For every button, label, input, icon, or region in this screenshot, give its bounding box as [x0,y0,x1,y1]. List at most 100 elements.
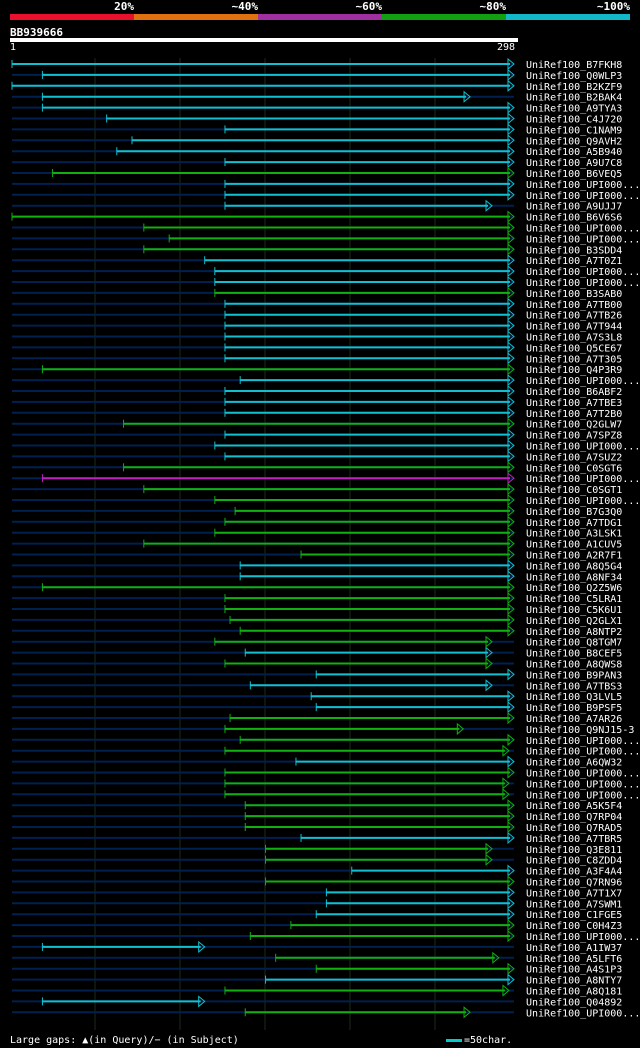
hit-label[interactable]: UniRef100_A8QWS8 [526,660,622,671]
hit-row[interactable]: UniRef100_A3F4A4 [12,864,622,878]
hit-row[interactable]: UniRef100_Q9NJ15-3 [12,722,634,736]
hit-label[interactable]: UniRef100_Q9AVH2 [526,136,622,147]
hit-label[interactable]: UniRef100_A4S1P3 [526,965,622,976]
hit-label[interactable]: UniRef100_A7TB26 [526,311,622,322]
hit-row[interactable]: UniRef100_A7TBS3 [12,679,622,692]
hit-row[interactable]: UniRef100_Q7RP04 [12,810,622,823]
hit-label[interactable]: UniRef100_Q8TGM7 [526,638,622,649]
hit-row[interactable]: UniRef100_B9PSF5 [12,701,622,714]
hit-row[interactable]: UniRef100_A8Q5G4 [12,559,622,572]
hit-label[interactable]: UniRef100_C1FGE5 [526,910,622,921]
hit-row[interactable]: UniRef100_A7T1X7 [12,886,622,899]
hit-label[interactable]: UniRef100_C0SGT6 [526,463,622,474]
hit-label[interactable]: UniRef100_A9UJJ7 [526,202,622,213]
hit-row[interactable]: UniRef100_Q3E811 [12,842,622,856]
hit-label[interactable]: UniRef100_A8Q181 [526,987,622,998]
hit-label[interactable]: UniRef100_B7FKH8 [526,60,622,71]
hit-row[interactable]: UniRef100_UPI000... [12,221,640,235]
hit-row[interactable]: UniRef100_UPI000... [12,439,640,453]
hit-label[interactable]: UniRef100_UPI000... [526,278,640,289]
hit-label[interactable]: UniRef100_B6ABF2 [526,387,622,398]
hit-row[interactable]: UniRef100_A8Q181 [12,984,622,998]
hit-label[interactable]: UniRef100_A7SPZ8 [526,431,622,442]
hit-label[interactable]: UniRef100_UPI000... [526,191,640,202]
hit-label[interactable]: UniRef100_B9PSF5 [526,703,622,714]
hit-row[interactable]: UniRef100_A7T0Z1 [12,254,622,267]
hit-label[interactable]: UniRef100_Q3E811 [526,845,622,856]
hit-label[interactable]: UniRef100_A6QW32 [526,758,622,769]
hit-label[interactable]: UniRef100_C0SGT1 [526,485,622,496]
hit-label[interactable]: UniRef100_A8NF34 [526,572,622,583]
hit-label[interactable]: UniRef100_B6VEQ5 [526,169,622,180]
hit-row[interactable]: UniRef100_UPI000... [12,188,640,202]
hit-row[interactable]: UniRef100_UPI000... [12,275,640,289]
hit-row[interactable]: UniRef100_Q2GLW7 [12,417,622,431]
hit-row[interactable]: UniRef100_A7T944 [12,319,622,333]
hit-row[interactable]: UniRef100_A7AR26 [12,711,622,725]
hit-label[interactable]: UniRef100_A1CUV5 [526,540,622,551]
hit-row[interactable]: UniRef100_UPI000... [12,177,640,191]
hit-row[interactable]: UniRef100_A7TB26 [12,308,622,322]
hit-row[interactable]: UniRef100_Q9AVH2 [12,134,622,147]
hit-row[interactable]: UniRef100_C8ZDD4 [12,853,622,867]
hit-row[interactable]: UniRef100_UPI000... [12,733,640,747]
hit-row[interactable]: UniRef100_B3SDD4 [12,243,622,256]
hit-row[interactable]: UniRef100_A7TBE3 [12,395,622,409]
hit-label[interactable]: UniRef100_UPI000... [526,474,640,485]
hit-label[interactable]: UniRef100_A7TBR5 [526,834,622,845]
hit-row[interactable]: UniRef100_A4S1P3 [12,962,622,976]
hit-label[interactable]: UniRef100_UPI000... [526,736,640,747]
hit-label[interactable]: UniRef100_UPI000... [526,769,640,780]
hit-row[interactable]: UniRef100_A9UJJ7 [12,199,622,213]
hit-label[interactable]: UniRef100_Q04892 [526,997,622,1008]
hit-label[interactable]: UniRef100_A7TDG1 [526,518,622,529]
hit-label[interactable]: UniRef100_Q2GLX1 [526,616,622,627]
hit-row[interactable]: UniRef100_A2R7F1 [12,548,622,562]
hit-label[interactable]: UniRef100_A7T944 [526,322,622,333]
hit-row[interactable]: UniRef100_B9PAN3 [12,668,622,681]
hit-row[interactable]: UniRef100_C1NAM9 [12,123,622,136]
hit-row[interactable]: UniRef100_UPI000... [12,232,640,245]
hit-row[interactable]: UniRef100_Q2GLX1 [12,613,622,627]
hit-row[interactable]: UniRef100_Q5CE67 [12,341,622,354]
hit-row[interactable]: UniRef100_B8CEF5 [12,646,622,660]
hit-label[interactable]: UniRef100_UPI000... [526,267,640,278]
hit-row[interactable]: UniRef100_A5K5F4 [12,799,622,812]
hit-row[interactable]: UniRef100_A9U7C8 [12,156,622,169]
hit-label[interactable]: UniRef100_Q5CE67 [526,343,622,354]
hit-row[interactable]: UniRef100_Q4P3R9 [12,363,622,376]
hit-label[interactable]: UniRef100_UPI000... [526,747,640,758]
hit-row[interactable]: UniRef100_A6QW32 [12,755,622,769]
hit-row[interactable]: UniRef100_A7S3L8 [12,330,622,344]
hit-label[interactable]: UniRef100_UPI000... [526,932,640,943]
hit-label[interactable]: UniRef100_C0H4Z3 [526,921,622,932]
hit-label[interactable]: UniRef100_UPI000... [526,234,640,245]
hit-label[interactable]: UniRef100_Q2GLW7 [526,420,622,431]
hit-row[interactable]: UniRef100_A7T305 [12,352,622,365]
hit-row[interactable]: UniRef100_B6VEQ5 [12,166,622,180]
hit-label[interactable]: UniRef100_UPI000... [526,442,640,453]
hit-row[interactable]: UniRef100_UPI000... [12,265,640,278]
hit-label[interactable]: UniRef100_A8NTP2 [526,627,622,638]
hit-label[interactable]: UniRef100_UPI000... [526,790,640,801]
hit-label[interactable]: UniRef100_C5LRA1 [526,594,622,605]
hit-row[interactable]: UniRef100_A9TYA3 [12,101,622,115]
hit-label[interactable]: UniRef100_UPI000... [526,224,640,235]
hit-row[interactable]: UniRef100_C4J720 [12,112,622,126]
hit-label[interactable]: UniRef100_A9U7C8 [526,158,622,169]
hit-row[interactable]: UniRef100_A8NF34 [12,570,622,583]
hit-label[interactable]: UniRef100_B3SDD4 [526,245,622,256]
hit-label[interactable]: UniRef100_Q3LVL5 [526,692,622,703]
hit-row[interactable]: UniRef100_B6V6S6 [11,210,622,224]
hit-label[interactable]: UniRef100_A8NTY7 [526,976,622,987]
hit-label[interactable]: UniRef100_A7SWM1 [526,899,622,910]
hit-label[interactable]: UniRef100_Q0WLP3 [526,71,622,82]
hit-row[interactable]: UniRef100_A1CUV5 [12,537,622,551]
hit-label[interactable]: UniRef100_C8ZDD4 [526,856,622,867]
hit-label[interactable]: UniRef100_B7G3Q0 [526,507,622,518]
hit-row[interactable]: UniRef100_B7G3Q0 [12,504,622,518]
hit-row[interactable]: UniRef100_C0H4Z3 [12,919,622,932]
hit-label[interactable]: UniRef100_UPI000... [526,496,640,507]
hit-row[interactable]: UniRef100_Q2Z5W6 [12,581,622,594]
hit-row[interactable]: UniRef100_C5K6U1 [12,602,622,616]
